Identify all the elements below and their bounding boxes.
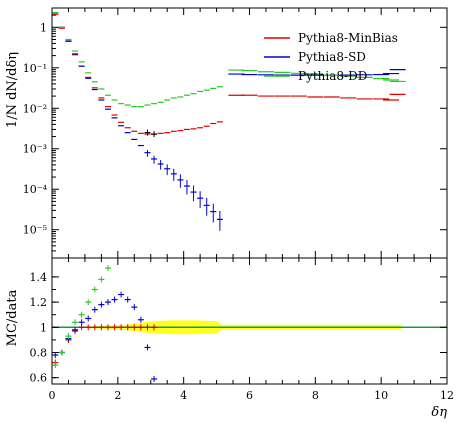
main-y-tick-label: 10⁻¹ bbox=[23, 62, 47, 75]
x-tick-label: 12 bbox=[440, 389, 454, 402]
main-y-axis-label: 1/N dN/dδη bbox=[5, 52, 20, 128]
legend-label: Pythia8-SD bbox=[298, 50, 366, 64]
main-plot-frame bbox=[51, 7, 448, 259]
x-axis-label: δη bbox=[431, 405, 447, 420]
ratio-y-tick-label: 1 bbox=[40, 321, 47, 334]
x-tick-label: 6 bbox=[246, 389, 253, 402]
legend: Pythia8-MinBias Pythia8-SD Pythia8-DD bbox=[264, 31, 398, 83]
x-tick-label: 2 bbox=[114, 389, 121, 402]
ratio-y-tick-label: 0.6 bbox=[30, 372, 48, 385]
x-tick-label: 4 bbox=[180, 389, 187, 402]
x-tick-label: 8 bbox=[312, 389, 319, 402]
x-tick-label: 0 bbox=[49, 389, 56, 402]
legend-label: Pythia8-MinBias bbox=[298, 31, 398, 45]
main-y-tick-label: 1 bbox=[40, 21, 47, 34]
main-panel: 1 10⁻¹ 10⁻² 10⁻³ 10⁻⁴ 10⁻⁵ bbox=[23, 7, 448, 259]
ratio-plot-frame bbox=[51, 257, 448, 385]
x-tick-label: 10 bbox=[374, 389, 388, 402]
ratio-y-axis-label: MC/data bbox=[5, 289, 20, 346]
ratio-panel: 0 2 4 6 8 10 12 0.6 0.8 1 1.2 1.4 bbox=[30, 257, 454, 402]
ratio-y-tick-label: 1.4 bbox=[30, 271, 48, 284]
ratio-y-tick-label: 0.8 bbox=[30, 347, 48, 360]
ratio-y-tick-label: 1.2 bbox=[30, 296, 48, 309]
main-y-tick-label: 10⁻² bbox=[23, 102, 47, 115]
main-y-tick-label: 10⁻⁴ bbox=[23, 183, 48, 196]
legend-label: Pythia8-DD bbox=[298, 69, 367, 83]
main-y-tick-label: 10⁻³ bbox=[23, 143, 47, 156]
main-y-tick-label: 10⁻⁵ bbox=[23, 224, 47, 237]
